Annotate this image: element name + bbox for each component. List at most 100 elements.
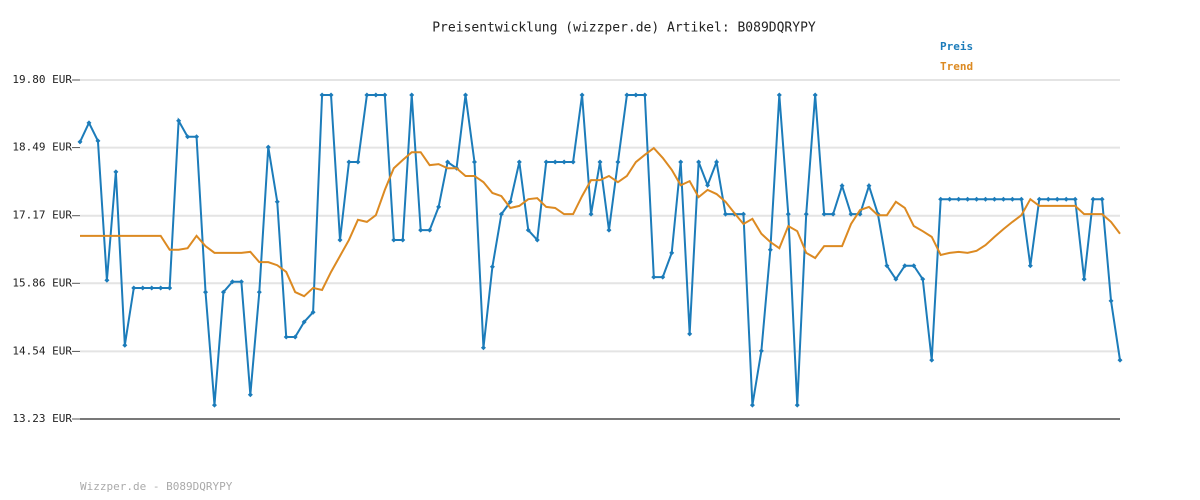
point: [1108, 298, 1114, 304]
point: [1081, 276, 1087, 282]
point: [821, 211, 827, 217]
point: [579, 92, 585, 98]
point: [211, 402, 217, 408]
point: [938, 196, 944, 202]
point: [543, 159, 549, 165]
point: [947, 196, 953, 202]
point: [238, 279, 244, 285]
point: [920, 276, 926, 282]
point: [911, 263, 917, 269]
point: [489, 264, 495, 270]
point: [310, 309, 316, 315]
point: [642, 92, 648, 98]
y-tick-label: 15.86 EUR: [12, 276, 72, 289]
point: [391, 237, 397, 243]
point: [176, 118, 182, 124]
point: [803, 211, 809, 217]
point: [516, 159, 522, 165]
point: [525, 227, 531, 233]
point: [893, 276, 899, 282]
point: [346, 159, 352, 165]
point: [104, 277, 110, 283]
point: [561, 159, 567, 165]
point: [382, 92, 388, 98]
legend-label: Trend: [940, 60, 973, 73]
point: [1090, 196, 1096, 202]
point: [902, 263, 908, 269]
chart-title: Preisentwicklung (wizzper.de) Artikel: B…: [432, 21, 816, 36]
point: [1072, 196, 1078, 202]
y-tick-label: 14.54 EUR: [12, 344, 72, 357]
point: [866, 183, 872, 189]
point: [436, 204, 442, 210]
point: [507, 199, 513, 205]
point: [418, 227, 424, 233]
point: [1045, 196, 1051, 202]
point: [194, 134, 200, 140]
point: [696, 159, 702, 165]
point: [794, 402, 800, 408]
point: [1027, 263, 1033, 269]
point: [615, 159, 621, 165]
point: [660, 274, 666, 280]
point: [328, 92, 334, 98]
point: [651, 274, 657, 280]
point: [203, 289, 209, 295]
point: [158, 285, 164, 291]
point: [480, 345, 486, 351]
point: [956, 196, 962, 202]
point: [256, 289, 262, 295]
point: [131, 285, 137, 291]
point: [991, 196, 997, 202]
point: [687, 331, 693, 337]
point: [749, 402, 755, 408]
point: [884, 263, 890, 269]
y-tick-label: 17.17 EUR: [12, 209, 72, 222]
point: [301, 319, 307, 325]
point: [740, 211, 746, 217]
point: [247, 392, 253, 398]
point: [400, 237, 406, 243]
point: [427, 227, 433, 233]
point: [597, 159, 603, 165]
point: [678, 159, 684, 165]
point: [929, 357, 935, 363]
point: [624, 92, 630, 98]
point: [965, 196, 971, 202]
point: [122, 342, 128, 348]
point: [669, 250, 675, 256]
point: [95, 138, 101, 144]
point: [588, 211, 594, 217]
point: [633, 92, 639, 98]
point: [705, 182, 711, 188]
point: [830, 211, 836, 217]
point: [1018, 196, 1024, 202]
point: [140, 285, 146, 291]
series-line: [80, 146, 1121, 298]
point: [265, 144, 271, 150]
point: [839, 183, 845, 189]
footer: Wizzper.de - B089DQRYPY: [80, 480, 233, 493]
point: [552, 159, 558, 165]
point: [1117, 357, 1123, 363]
point: [606, 227, 612, 233]
point: [812, 92, 818, 98]
point: [337, 237, 343, 243]
point: [767, 247, 773, 253]
point: [445, 159, 451, 165]
point: [274, 199, 280, 205]
point: [758, 348, 764, 354]
point: [1054, 196, 1060, 202]
point: [534, 237, 540, 243]
point: [471, 159, 477, 165]
point: [229, 279, 235, 285]
point: [77, 139, 83, 145]
point: [283, 334, 289, 340]
point: [185, 134, 191, 140]
point: [776, 92, 782, 98]
point: [319, 92, 325, 98]
point: [785, 211, 791, 217]
